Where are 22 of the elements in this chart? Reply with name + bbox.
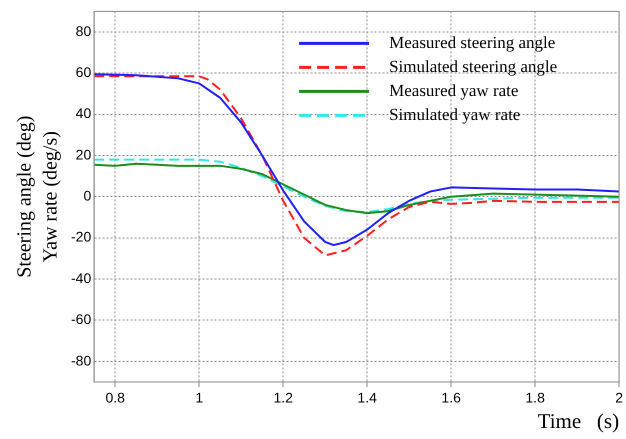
legend-label: Measured yaw rate xyxy=(389,80,518,100)
x-tick-label: 0.8 xyxy=(105,389,126,406)
legend-label: Simulated steering angle xyxy=(389,56,558,76)
x-tick-label: 1.2 xyxy=(273,389,294,406)
x-tick-label: 2 xyxy=(615,389,624,406)
legend-label: Simulated yaw rate xyxy=(389,104,520,124)
y-tick-label: -20 xyxy=(71,228,92,245)
y-tick-label: -40 xyxy=(71,270,92,286)
x-tick-label: 1 xyxy=(195,389,204,406)
y-axis-title: Steering angle (deg) Yaw rate (deg/s) xyxy=(13,116,62,278)
x-tick-label: 1.4 xyxy=(357,389,378,406)
x-tick-label: 1.8 xyxy=(525,389,546,406)
legend-label: Measured steering angle xyxy=(389,32,556,52)
x-tick-label: 1.6 xyxy=(441,389,462,406)
y-tick-label: 20 xyxy=(76,146,92,162)
y-tick-label: -60 xyxy=(71,311,92,328)
y-tick-label: 40 xyxy=(76,105,92,122)
y-tick-label: -80 xyxy=(71,352,92,368)
y-tick-label: 0 xyxy=(83,188,92,204)
y-tick-label: 60 xyxy=(76,64,92,80)
x-axis-title: Time (s) xyxy=(538,408,620,433)
y-tick-label: 80 xyxy=(76,22,92,39)
